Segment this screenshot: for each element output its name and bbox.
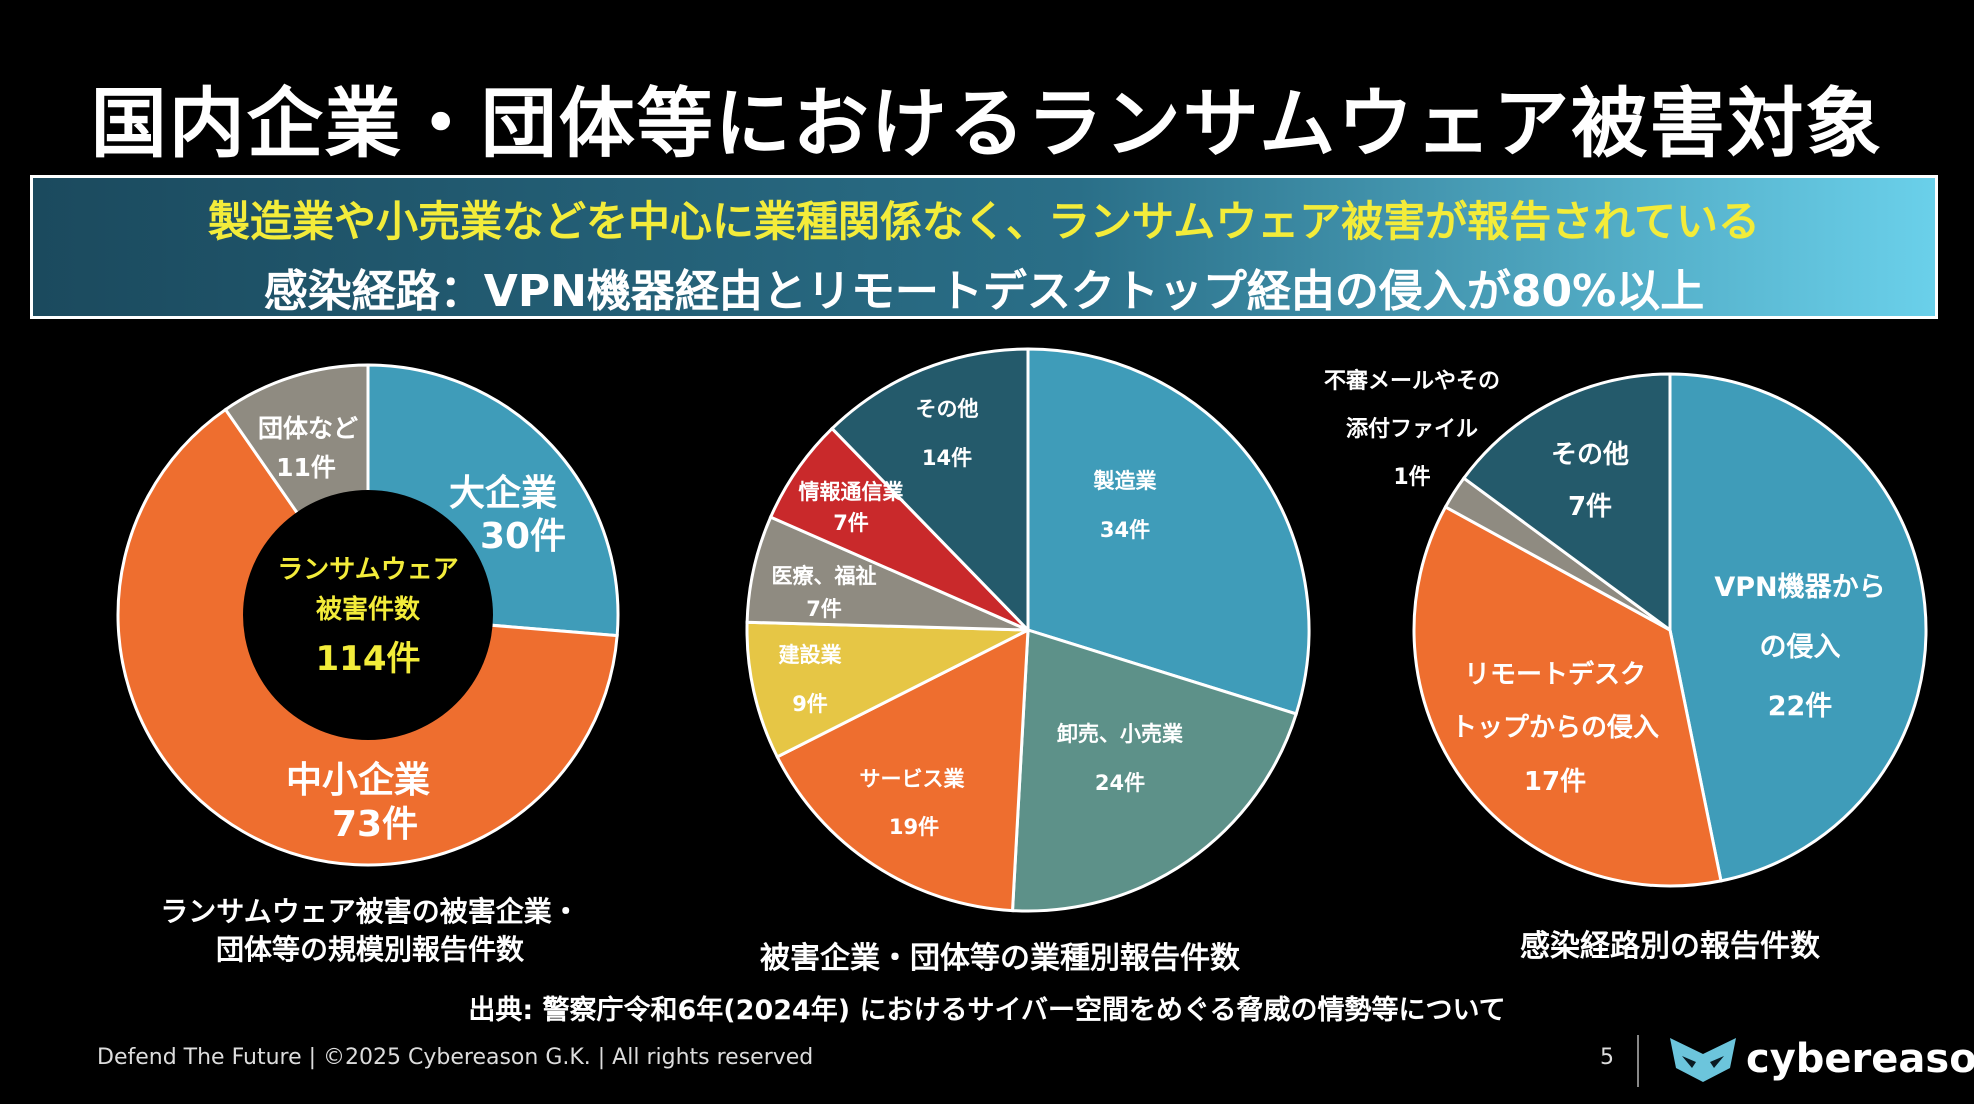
source-citation: 出典: 警察庁令和6年(2024年) におけるサイバー空間をめぐる脅威の情勢等に… — [468, 995, 1506, 1026]
label-ict: 情報通信業 — [799, 480, 905, 504]
label-construction: 建設業 — [779, 643, 843, 667]
value-retail: 24件 — [1095, 771, 1145, 795]
value-construction: 9件 — [792, 692, 828, 716]
page-title: 国内企業・団体等におけるランサムウェア被害対象 — [90, 79, 1884, 168]
label-mail-line-2: 添付ファイル — [1346, 417, 1478, 442]
label-sme: 中小企業 — [286, 759, 430, 801]
label-vpn-line-1: VPN機器から — [1714, 572, 1885, 603]
caption-chart-1-line-2: 団体等の規模別報告件数 — [215, 933, 524, 966]
industry-slice-1 — [1010, 627, 1299, 913]
label-manufacturing: 製造業 — [1093, 469, 1158, 493]
value-vpn: 22件 — [1768, 691, 1833, 722]
industry-slice-0 — [1026, 347, 1311, 716]
value-large-company: 30件 — [480, 516, 566, 557]
cybereason-logo-text: cybereason — [1746, 1036, 1974, 1082]
industry-slice-2 — [775, 627, 1030, 913]
value-other-route: 7件 — [1568, 492, 1612, 522]
page-number: 5 — [1600, 1045, 1614, 1070]
banner-line-1: 製造業や小売業などを中心に業種関係なく、ランサムウェア被害が報告されている — [208, 197, 1760, 246]
value-ict: 7件 — [833, 511, 869, 535]
industry-slice-6 — [829, 347, 1030, 634]
label-large-company: 大企業 — [449, 472, 557, 514]
center-label-line-1: ランサムウェア — [277, 555, 458, 585]
label-rdp-line-1: リモートデスク — [1464, 659, 1646, 690]
value-rdp: 17件 — [1524, 767, 1586, 797]
value-manufacturing: 34件 — [1100, 518, 1150, 542]
industry-slice-3 — [745, 620, 1029, 759]
center-label-line-2: 被害件数 — [316, 594, 421, 625]
value-mail: 1件 — [1393, 465, 1430, 490]
caption-chart-3: 感染経路別の報告件数 — [1520, 929, 1820, 964]
caption-chart-1-line-1: ランサムウェア被害の被害企業・ — [160, 895, 580, 928]
donut-chart-size — [116, 363, 620, 867]
size-donut-hole — [243, 490, 493, 740]
value-medical: 7件 — [806, 597, 842, 621]
label-organization: 団体など — [258, 414, 358, 443]
center-label-total: 114件 — [316, 639, 421, 679]
route-slice-0 — [1668, 372, 1928, 883]
footer-copyright: Defend The Future | ©2025 Cybereason G.K… — [97, 1045, 814, 1070]
label-mail-line-1: 不審メールやその — [1324, 368, 1500, 394]
value-other-industry: 14件 — [922, 446, 972, 470]
label-other-route: その他 — [1551, 440, 1629, 470]
value-service: 19件 — [889, 815, 939, 839]
banner-line-2: 感染経路：VPN機器経由とリモートデスクトップ経由の侵入が80%以上 — [263, 266, 1705, 317]
label-vpn-line-2: の侵入 — [1760, 632, 1841, 663]
cybereason-logo-icon — [1670, 1038, 1736, 1082]
label-service: サービス業 — [860, 767, 966, 791]
value-organization: 11件 — [276, 453, 336, 482]
label-medical: 医療、福祉 — [772, 564, 877, 588]
caption-chart-1: ランサムウェア被害の被害企業・ 団体等の規模別報告件数 — [100, 893, 640, 969]
route-slice-3 — [1461, 372, 1672, 633]
value-sme: 73件 — [332, 804, 418, 845]
summary-banner: 製造業や小売業などを中心に業種関係なく、ランサムウェア被害が報告されている 感染… — [30, 175, 1938, 319]
label-other-industry: その他 — [916, 397, 979, 421]
label-retail: 卸売、小売業 — [1057, 722, 1184, 746]
pie-chart-industry — [745, 347, 1311, 913]
route-slice-1 — [1412, 504, 1723, 888]
label-rdp-line-2: トップからの侵入 — [1451, 713, 1659, 743]
footer-divider — [1637, 1035, 1639, 1087]
pie-chart-route — [1412, 372, 1928, 888]
caption-chart-2: 被害企業・団体等の業種別報告件数 — [760, 941, 1240, 976]
